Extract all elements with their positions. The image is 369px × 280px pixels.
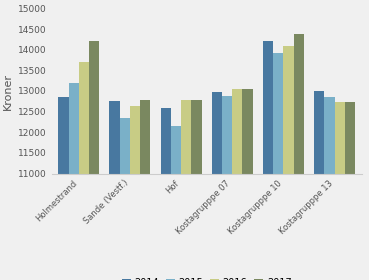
Bar bbox=[335, 102, 345, 280]
Y-axis label: Kroner: Kroner bbox=[3, 73, 13, 109]
Bar bbox=[181, 100, 191, 280]
Bar bbox=[222, 96, 232, 280]
Bar bbox=[171, 126, 181, 280]
Bar bbox=[212, 92, 222, 280]
Legend: 2014, 2015, 2016, 2017: 2014, 2015, 2016, 2017 bbox=[118, 274, 296, 280]
Bar bbox=[191, 100, 201, 280]
Bar bbox=[130, 106, 140, 280]
Bar bbox=[110, 101, 120, 280]
Bar bbox=[89, 41, 99, 280]
Bar bbox=[140, 100, 150, 280]
Bar bbox=[263, 41, 273, 280]
Bar bbox=[294, 34, 304, 280]
Bar bbox=[232, 89, 242, 280]
Bar bbox=[273, 53, 283, 280]
Bar bbox=[120, 118, 130, 280]
Bar bbox=[69, 83, 79, 280]
Bar bbox=[161, 108, 171, 280]
Bar bbox=[242, 89, 253, 280]
Bar bbox=[324, 97, 335, 280]
Bar bbox=[345, 102, 355, 280]
Bar bbox=[314, 91, 324, 280]
Bar bbox=[79, 62, 89, 280]
Bar bbox=[283, 46, 294, 280]
Bar bbox=[58, 97, 69, 280]
